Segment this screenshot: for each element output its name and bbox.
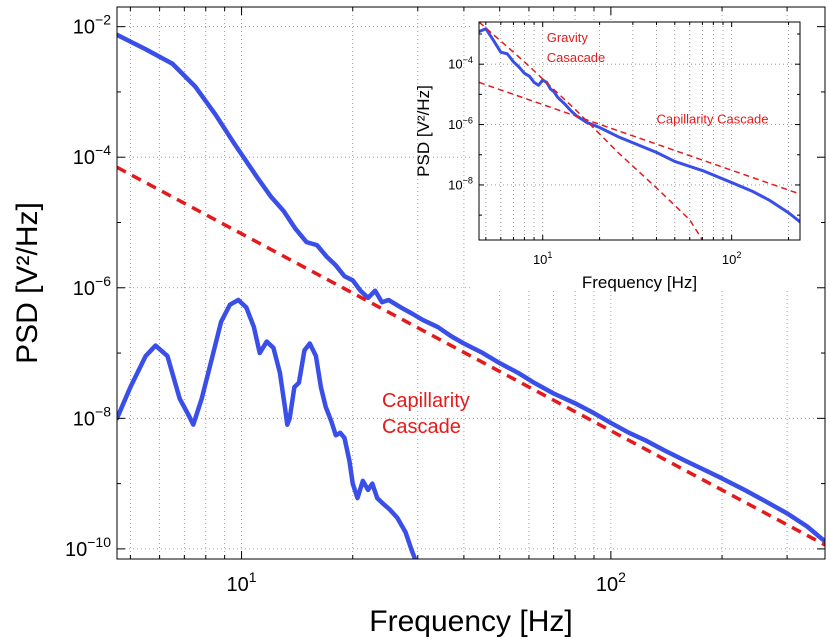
x-tick-label-base: 10 xyxy=(596,574,618,596)
annotation-text: Casacade xyxy=(547,50,606,65)
y-tick-label-exponent: −8 xyxy=(95,403,111,419)
y-tick-label-exponent: −8 xyxy=(463,176,473,186)
x-tick-label-base: 10 xyxy=(227,574,249,596)
annotation-text: Cascade xyxy=(382,416,461,438)
grid xyxy=(479,22,800,240)
x-tick-label-base: 10 xyxy=(533,252,547,267)
y-tick-label-base: 10 xyxy=(73,408,95,430)
x-tick-label-exponent: 2 xyxy=(736,250,741,260)
x-axis-label: Frequency [Hz] xyxy=(369,605,572,638)
annotation-text: Gravity xyxy=(547,30,589,45)
x-tick-label-base: 10 xyxy=(722,252,736,267)
y-tick-label: 10−10 xyxy=(65,534,111,561)
y-axis-label: PSD [V²/Hz] xyxy=(414,85,433,177)
fit-line-2 xyxy=(479,81,800,195)
psd-curve-0 xyxy=(479,27,800,224)
y-tick-label: 10−4 xyxy=(448,55,473,72)
psd-curve-2 xyxy=(117,297,418,559)
y-tick-label-exponent: −4 xyxy=(463,55,473,65)
y-tick-label: 10−4 xyxy=(73,142,111,169)
y-tick-label-base: 10 xyxy=(448,117,462,132)
x-tick-label: 101 xyxy=(533,250,553,267)
y-tick-label-exponent: −6 xyxy=(95,273,111,289)
y-axis-label: PSD [V²/Hz] xyxy=(11,202,44,364)
x-tick-label: 102 xyxy=(596,569,626,596)
y-tick-label-base: 10 xyxy=(73,147,95,169)
fit-line-1 xyxy=(117,165,825,547)
psd-curve-0 xyxy=(117,32,825,544)
series-group xyxy=(117,32,825,559)
y-tick-label: 10−6 xyxy=(73,273,111,300)
x-tick-label-exponent: 2 xyxy=(618,569,626,585)
y-tick-label-base: 10 xyxy=(448,57,462,72)
axes-box xyxy=(478,21,801,241)
x-tick-label-exponent: 1 xyxy=(547,250,552,260)
y-tick-label: 10−6 xyxy=(448,115,473,132)
y-tick-label: 10−2 xyxy=(73,12,111,39)
y-tick-label-exponent: −2 xyxy=(95,12,111,28)
x-tick-label: 102 xyxy=(722,250,742,267)
y-tick-label-base: 10 xyxy=(73,278,95,300)
annotation-text: Capillarity Cascade xyxy=(656,111,768,126)
y-tick-label-base: 10 xyxy=(65,539,87,561)
y-tick-label-base: 10 xyxy=(73,17,95,39)
y-tick-label-exponent: −6 xyxy=(463,115,473,125)
fit-line-1 xyxy=(479,22,704,240)
y-tick-label-exponent: −4 xyxy=(95,142,111,158)
y-tick-label-base: 10 xyxy=(448,177,462,192)
y-tick-label: 10−8 xyxy=(73,403,111,430)
axes-box xyxy=(116,6,826,560)
x-axis-label: Frequency [Hz] xyxy=(582,273,697,292)
plot-area xyxy=(479,22,800,240)
x-tick-label: 101 xyxy=(227,569,257,596)
x-tick-label-exponent: 1 xyxy=(249,569,257,585)
y-tick-label: 10−8 xyxy=(448,176,473,193)
y-tick-label-exponent: −10 xyxy=(87,534,111,550)
series-group xyxy=(479,22,800,240)
annotation-text: Capillarity xyxy=(382,390,470,412)
